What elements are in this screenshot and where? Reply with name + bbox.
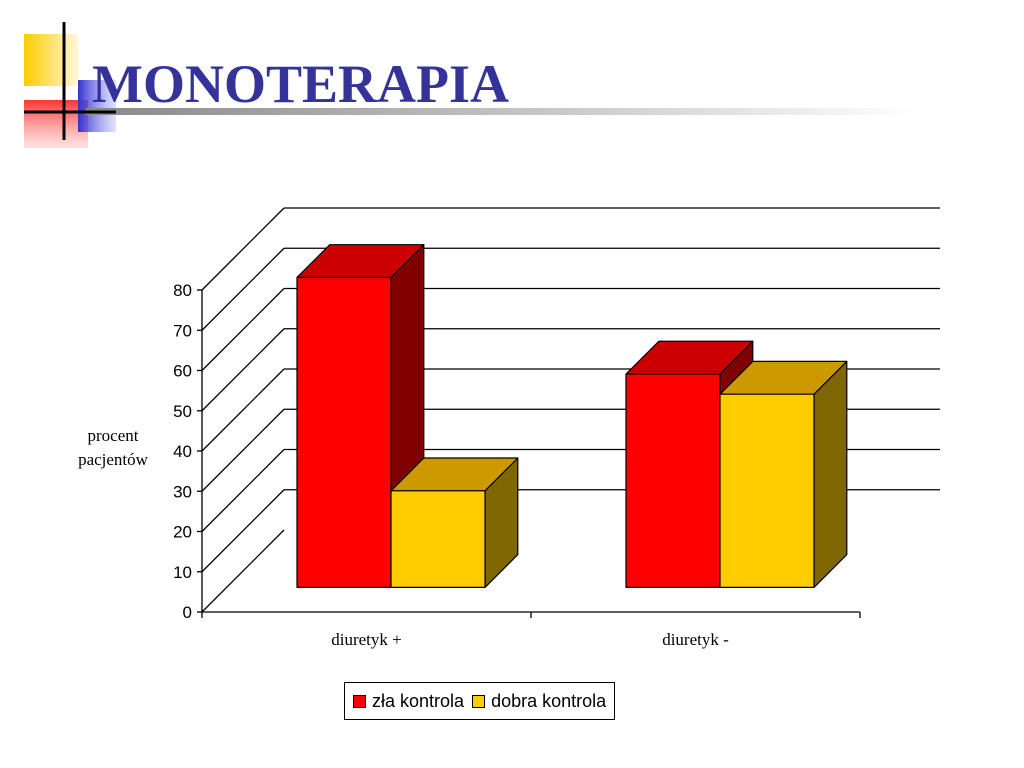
y-tick-label: 50 (173, 402, 192, 421)
title-decoration (24, 22, 916, 148)
floor-depth-line (201, 529, 285, 613)
legend-label: zła kontrola (372, 690, 465, 711)
bar (625, 373, 721, 589)
deco-red-square (24, 100, 88, 148)
y-tick-label: 30 (173, 482, 192, 501)
gridline-depth (201, 288, 285, 371)
legend-item-dobra-kontrola: dobra kontrola (472, 691, 606, 712)
gridline-depth (201, 247, 285, 331)
gridline-depth (201, 489, 285, 573)
y-tick-label: 80 (173, 281, 192, 300)
y-axis-label-line-1: procent (87, 426, 139, 445)
deco-blue-square (78, 80, 116, 132)
gridline-depth (201, 207, 285, 291)
y-axis-label: procent pacjentów (60, 424, 166, 472)
legend-label: dobra kontrola (491, 690, 607, 711)
y-tick-label: 70 (173, 321, 192, 340)
slide-title: MONOTERAPIA (92, 54, 509, 114)
deco-underline (86, 108, 916, 115)
legend-swatch-red (353, 694, 366, 708)
gridline-depth (201, 449, 285, 532)
gridline-depth (201, 328, 285, 412)
legend-swatch-yellow (472, 694, 486, 708)
y-axis-label-line-2: pacjentów (78, 450, 148, 469)
bar (719, 393, 815, 589)
deco-yellow-square (24, 34, 78, 86)
gridline-depth (201, 368, 285, 452)
gridline-depth (201, 408, 285, 492)
chart-legend: zła kontrola dobra kontrola (344, 682, 616, 720)
x-tick-label: diuretyk - (662, 630, 729, 649)
y-tick-label: 60 (173, 362, 192, 381)
y-tick-label: 40 (173, 442, 192, 461)
x-tick-label: diuretyk + (331, 630, 402, 649)
y-tick-label: 20 (173, 523, 192, 542)
bar-side (813, 360, 848, 589)
bar (390, 490, 486, 588)
legend-item-zla-kontrola: zła kontrola (353, 691, 464, 712)
y-tick-label: 0 (183, 603, 192, 622)
bar (296, 276, 392, 588)
y-tick-label: 10 (173, 563, 192, 582)
